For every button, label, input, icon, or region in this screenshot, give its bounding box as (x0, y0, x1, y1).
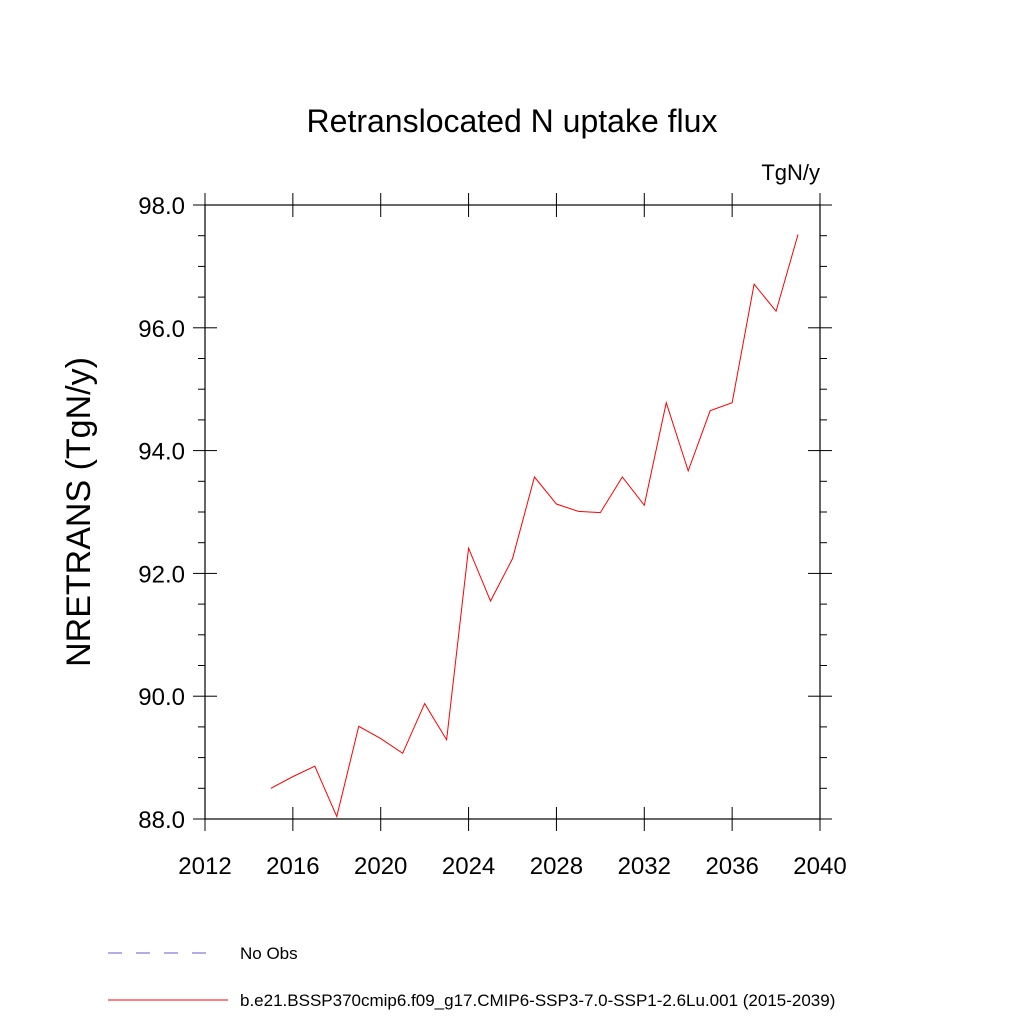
x-tick-label: 2032 (618, 853, 671, 880)
x-tick-label: 2024 (442, 853, 495, 880)
y-tick-label: 94.0 (138, 439, 185, 466)
units-label: TgN/y (761, 160, 820, 185)
plot-frame (204, 204, 821, 820)
series-layer (270, 234, 799, 819)
y-tick-label: 92.0 (138, 561, 185, 588)
chart-title: Retranslocated N uptake flux (307, 103, 718, 139)
y-axis-ticks: 88.0 90.0 92.0 94.0 96.0 98.0 (138, 193, 832, 834)
y-axis-label: NRETRANS (TgN/y) (60, 357, 98, 667)
legend: No Obs b.e21.BSSP370cmip6.f09_g17.CMIP6-… (108, 944, 835, 1010)
x-tick-label: 2028 (530, 853, 583, 880)
x-tick-label: 2012 (178, 853, 231, 880)
x-tick-label: 2040 (793, 853, 846, 880)
y-tick-label: 98.0 (138, 193, 185, 220)
x-tick-label: 2020 (354, 853, 407, 880)
y-tick-label: 88.0 (138, 807, 185, 834)
x-axis-ticks: 2012 2016 2020 2024 2028 2032 2036 2040 (178, 193, 847, 880)
series-line (270, 234, 799, 819)
legend-label-series: b.e21.BSSP370cmip6.f09_g17.CMIP6-SSP3-7.… (240, 991, 835, 1010)
x-tick-label: 2016 (266, 853, 319, 880)
y-tick-label: 90.0 (138, 684, 185, 711)
x-tick-label: 2036 (705, 853, 758, 880)
legend-label-no-obs: No Obs (240, 944, 298, 963)
y-tick-label: 96.0 (138, 316, 185, 343)
